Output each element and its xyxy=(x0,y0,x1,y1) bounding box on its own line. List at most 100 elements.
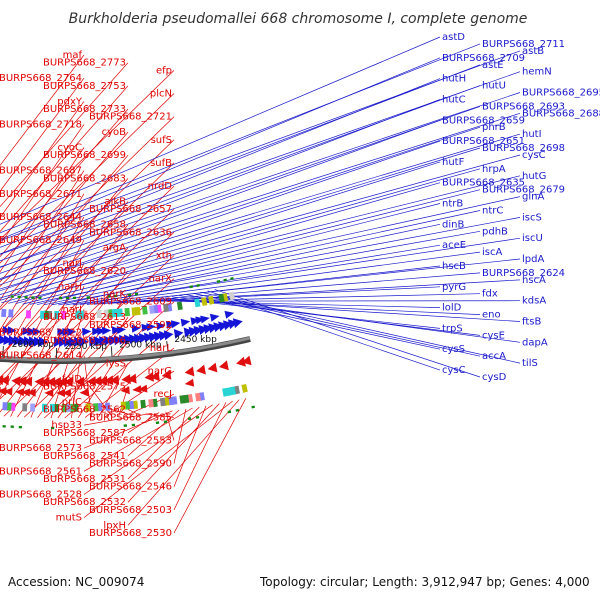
gene-arrow xyxy=(13,335,23,346)
feature-block xyxy=(10,402,16,411)
left-gene-label: argA xyxy=(103,243,126,254)
feature-block xyxy=(22,403,28,412)
gene-arrow xyxy=(82,327,92,336)
feature-block xyxy=(124,307,130,317)
feature-block xyxy=(24,296,28,299)
feature-block xyxy=(61,311,67,319)
tick-mark xyxy=(110,346,113,357)
right-gene-label: BURPS668_2635 xyxy=(442,178,525,189)
right-gene-label: lolD xyxy=(442,303,462,314)
gene-arrow xyxy=(59,337,69,347)
left-gene-label: BURPS668_2587 xyxy=(43,428,126,439)
feature-block xyxy=(18,425,22,429)
feature-block xyxy=(149,305,155,314)
left-gene-label: folD xyxy=(62,374,82,385)
left-leader-line xyxy=(173,402,227,511)
gene-arrow xyxy=(56,389,65,397)
gene-arrow xyxy=(8,335,18,346)
feature-block xyxy=(93,403,99,412)
right-leader-line xyxy=(22,189,481,305)
gene-arrow xyxy=(0,375,4,386)
gene-arrow xyxy=(94,336,104,347)
feature-block xyxy=(155,421,160,425)
gene-arrow xyxy=(57,377,67,387)
left-gene-label: nrdD xyxy=(148,181,173,192)
right-gene-label: hscA xyxy=(522,275,546,286)
left-gene-label: BURPS668_2753 xyxy=(43,81,126,92)
feature-block xyxy=(131,423,136,427)
gene-arrow xyxy=(129,334,139,344)
gene-arrow xyxy=(236,356,246,367)
gene-arrow xyxy=(111,326,122,335)
feature-block xyxy=(8,309,14,318)
right-leader-line xyxy=(0,140,441,292)
feature-block xyxy=(148,399,154,408)
gene-arrow xyxy=(138,384,148,393)
feature-block xyxy=(120,401,127,410)
gene-arrow xyxy=(195,316,205,325)
feature-block xyxy=(61,404,67,412)
left-gene-label: narG xyxy=(148,366,172,377)
gene-arrow xyxy=(34,376,44,387)
tick-label: 2550 kbp xyxy=(65,342,108,352)
right-leader-line xyxy=(0,99,441,268)
left-leader-line xyxy=(127,409,180,457)
right-gene-label: accA xyxy=(482,351,506,362)
gene-arrow xyxy=(161,369,172,380)
right-gene-label: BURPS668_2651 xyxy=(442,136,525,147)
feature-block xyxy=(49,403,55,412)
right-gene-label: hrpA xyxy=(482,164,506,175)
feature-block xyxy=(201,297,208,306)
gene-arrow xyxy=(46,377,56,387)
feature-block xyxy=(17,295,21,299)
left-gene-label: BURPS668_2671 xyxy=(0,189,82,200)
left-leader-line xyxy=(0,70,175,240)
right-leader-line xyxy=(0,119,441,281)
tick-mark xyxy=(2,346,4,357)
left-leader-line xyxy=(0,77,85,192)
right-gene-label: BURPS668_2624 xyxy=(482,268,565,279)
right-gene-label: pdhB xyxy=(482,226,508,237)
left-gene-label: BURPS668_2699 xyxy=(43,150,126,161)
feature-block xyxy=(2,402,8,411)
right-gene-label: BURPS668_2698 xyxy=(482,143,565,154)
gene-arrow xyxy=(98,375,108,386)
left-leader-line xyxy=(0,208,175,378)
feature-block xyxy=(97,403,103,412)
gene-arrow xyxy=(104,335,114,346)
gene-arrow xyxy=(116,326,126,334)
left-leader-line xyxy=(0,93,175,264)
gene-arrow xyxy=(203,324,214,334)
gene-arrow xyxy=(134,333,144,344)
left-gene-label: narL xyxy=(150,343,173,354)
right-gene-label: iscA xyxy=(482,247,502,258)
left-gene-label: BURPS668_2614 xyxy=(0,351,82,362)
left-gene-label: hsp33 xyxy=(51,420,82,431)
gene-arrow xyxy=(69,337,79,347)
right-gene-label: iscU xyxy=(522,233,543,244)
right-leader-line xyxy=(0,43,481,234)
feature-block xyxy=(59,296,63,300)
right-gene-label: ntrC xyxy=(482,206,503,217)
left-leader-line xyxy=(0,85,129,233)
left-gene-label: xth xyxy=(156,251,172,262)
feature-block xyxy=(10,295,14,298)
left-gene-label: BURPS668_2528 xyxy=(0,490,82,501)
left-gene-label: BURPS668_2644 xyxy=(0,212,82,223)
feature-block xyxy=(128,400,134,410)
left-gene-label: BURPS668_2532 xyxy=(43,497,126,508)
feature-block xyxy=(42,403,47,412)
left-gene-label: lpxH xyxy=(103,520,126,531)
right-leader-line xyxy=(0,57,441,240)
right-gene-label: trpS xyxy=(442,323,463,334)
right-gene-label: dapA xyxy=(522,337,548,348)
left-leader-line xyxy=(0,239,85,399)
right-leader-line xyxy=(0,147,481,295)
right-leader-line xyxy=(29,196,521,305)
right-leader-line xyxy=(43,210,481,306)
left-leader-line xyxy=(83,407,193,472)
left-gene-label: recJ xyxy=(154,389,173,400)
